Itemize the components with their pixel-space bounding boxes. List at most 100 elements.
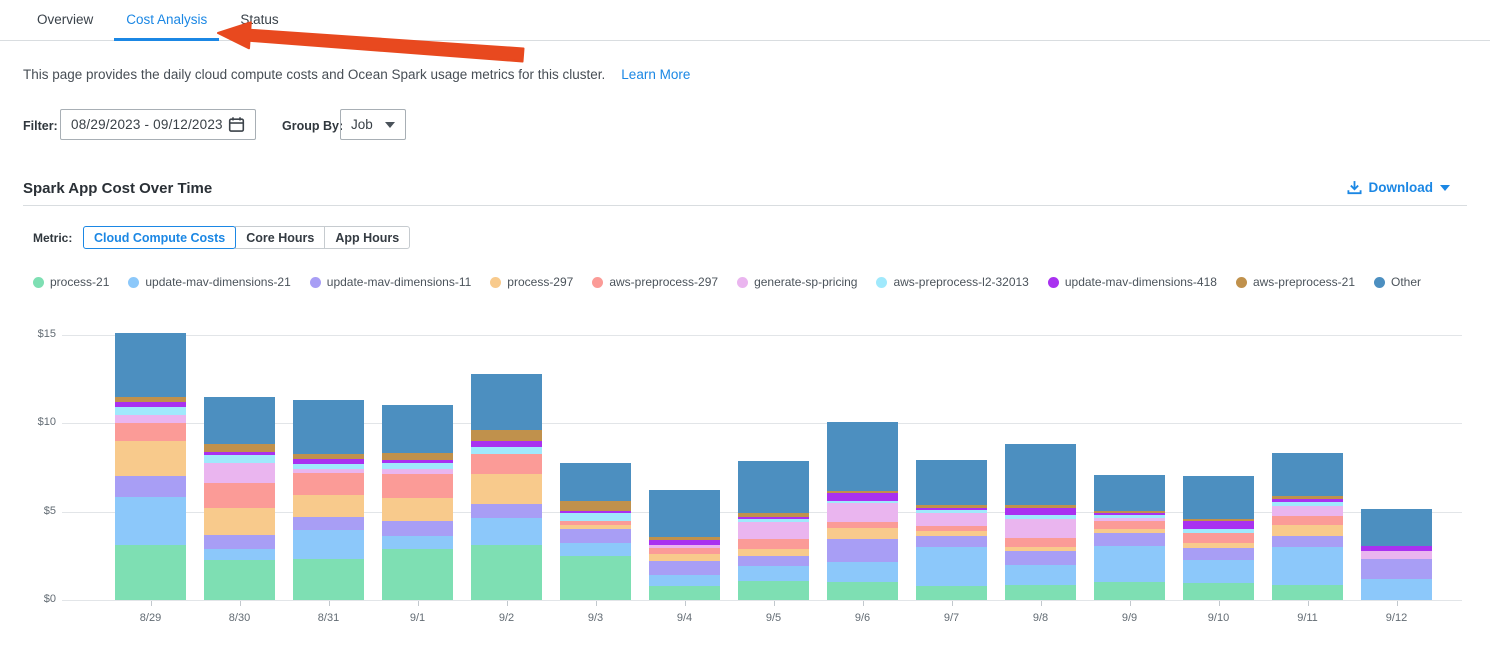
bar-segment-process-297[interactable]: [738, 548, 809, 556]
bar-segment-aws-preprocess-21[interactable]: [293, 454, 364, 459]
bar-segment-aws-preprocess-297[interactable]: [115, 423, 186, 441]
bar-segment-update-mav-dimensions-21[interactable]: [1361, 578, 1432, 600]
legend-item-Other[interactable]: Other: [1374, 275, 1421, 289]
bar-segment-update-mav-dimensions-418[interactable]: [293, 458, 364, 464]
bar-segment-generate-sp-pricing[interactable]: [293, 469, 364, 473]
bar-segment-process-297[interactable]: [1005, 547, 1076, 552]
bar-segment-update-mav-dimensions-418[interactable]: [1183, 521, 1254, 530]
bar-segment-update-mav-dimensions-21[interactable]: [916, 547, 987, 586]
bar-segment-update-mav-dimensions-11[interactable]: [738, 555, 809, 567]
stacked-bar-9/5[interactable]: [738, 461, 809, 600]
bar-segment-update-mav-dimensions-11[interactable]: [1005, 551, 1076, 565]
bar-segment-update-mav-dimensions-418[interactable]: [916, 508, 987, 510]
bar-segment-update-mav-dimensions-11[interactable]: [1183, 547, 1254, 561]
bar-segment-aws-preprocess-21[interactable]: [560, 501, 631, 511]
bar-segment-process-297[interactable]: [1183, 542, 1254, 548]
stacked-bar-9/12[interactable]: [1361, 509, 1432, 600]
bar-segment-Other[interactable]: [1183, 476, 1254, 519]
stacked-bar-9/9[interactable]: [1094, 474, 1165, 600]
bar-segment-aws-preprocess-297[interactable]: [916, 525, 987, 532]
bar-segment-update-mav-dimensions-21[interactable]: [827, 562, 898, 583]
bar-segment-aws-preprocess-21[interactable]: [204, 443, 275, 452]
bar-segment-generate-sp-pricing[interactable]: [1094, 517, 1165, 521]
bar-segment-update-mav-dimensions-418[interactable]: [382, 460, 453, 464]
stacked-bar-9/6[interactable]: [827, 421, 898, 600]
bar-segment-process-297[interactable]: [1094, 529, 1165, 533]
tab-cost-analysis[interactable]: Cost Analysis: [114, 0, 220, 41]
bar-segment-update-mav-dimensions-418[interactable]: [204, 451, 275, 456]
bar-segment-aws-preprocess-297[interactable]: [1005, 538, 1076, 547]
bar-segment-aws-preprocess-21[interactable]: [738, 513, 809, 517]
bar-segment-process-21[interactable]: [471, 545, 542, 600]
bar-segment-aws-preprocess-21[interactable]: [382, 452, 453, 461]
bar-segment-update-mav-dimensions-418[interactable]: [1361, 546, 1432, 552]
bar-segment-update-mav-dimensions-418[interactable]: [649, 539, 720, 546]
bar-segment-aws-preprocess-21[interactable]: [471, 429, 542, 442]
stacked-bar-9/2[interactable]: [471, 373, 542, 600]
bar-segment-generate-sp-pricing[interactable]: [827, 502, 898, 523]
bar-segment-aws-preprocess-l2-32013[interactable]: [471, 447, 542, 455]
bar-segment-Other[interactable]: [382, 404, 453, 453]
bar-segment-generate-sp-pricing[interactable]: [738, 522, 809, 540]
bar-segment-aws-preprocess-l2-32013[interactable]: [560, 513, 631, 522]
bar-segment-aws-preprocess-l2-32013[interactable]: [738, 518, 809, 523]
bar-segment-generate-sp-pricing[interactable]: [1361, 551, 1432, 560]
bar-segment-generate-sp-pricing[interactable]: [649, 545, 720, 548]
bar-segment-process-21[interactable]: [1272, 584, 1343, 600]
legend-item-aws-preprocess-l2-32013[interactable]: aws-preprocess-l2-32013: [876, 275, 1029, 289]
stacked-bar-9/4[interactable]: [649, 489, 720, 600]
bar-segment-aws-preprocess-297[interactable]: [1272, 516, 1343, 525]
bar-segment-update-mav-dimensions-418[interactable]: [1005, 508, 1076, 516]
bar-segment-update-mav-dimensions-21[interactable]: [1005, 564, 1076, 585]
download-button[interactable]: Download: [1346, 180, 1450, 195]
bar-segment-Other[interactable]: [1272, 453, 1343, 496]
bar-segment-update-mav-dimensions-11[interactable]: [916, 536, 987, 547]
bar-segment-process-21[interactable]: [649, 585, 720, 600]
bar-segment-aws-preprocess-l2-32013[interactable]: [1183, 529, 1254, 533]
bar-segment-update-mav-dimensions-21[interactable]: [1272, 547, 1343, 585]
bar-segment-aws-preprocess-l2-32013[interactable]: [204, 455, 275, 464]
bar-segment-generate-sp-pricing[interactable]: [204, 463, 275, 483]
bar-segment-Other[interactable]: [916, 459, 987, 505]
bar-segment-update-mav-dimensions-11[interactable]: [1361, 559, 1432, 579]
bar-segment-generate-sp-pricing[interactable]: [382, 469, 453, 474]
stacked-bar-8/31[interactable]: [293, 399, 364, 600]
bar-segment-aws-preprocess-l2-32013[interactable]: [1005, 515, 1076, 519]
bar-segment-process-297[interactable]: [382, 497, 453, 522]
legend-item-process-21[interactable]: process-21: [33, 275, 109, 289]
bar-segment-aws-preprocess-21[interactable]: [916, 504, 987, 509]
bar-segment-Other[interactable]: [204, 396, 275, 444]
bar-segment-aws-preprocess-l2-32013[interactable]: [382, 463, 453, 470]
bar-segment-Other[interactable]: [1361, 509, 1432, 547]
bar-segment-update-mav-dimensions-11[interactable]: [382, 521, 453, 537]
bar-segment-update-mav-dimensions-11[interactable]: [204, 534, 275, 549]
bar-segment-update-mav-dimensions-21[interactable]: [115, 496, 186, 546]
bar-segment-update-mav-dimensions-418[interactable]: [738, 516, 809, 519]
bar-segment-generate-sp-pricing[interactable]: [1005, 518, 1076, 539]
bar-segment-aws-preprocess-21[interactable]: [649, 537, 720, 540]
bar-segment-Other[interactable]: [293, 399, 364, 455]
legend-item-update-mav-dimensions-11[interactable]: update-mav-dimensions-11: [309, 275, 471, 289]
bar-segment-process-297[interactable]: [649, 554, 720, 562]
bar-segment-process-21[interactable]: [738, 581, 809, 600]
legend-item-update-mav-dimensions-418[interactable]: update-mav-dimensions-418: [1047, 275, 1217, 289]
bar-segment-process-297[interactable]: [1272, 524, 1343, 536]
bar-segment-generate-sp-pricing[interactable]: [916, 513, 987, 526]
bar-segment-Other[interactable]: [738, 461, 809, 514]
bar-segment-aws-preprocess-21[interactable]: [115, 396, 186, 403]
bar-segment-aws-preprocess-297[interactable]: [827, 522, 898, 529]
bar-segment-aws-preprocess-297[interactable]: [560, 521, 631, 525]
bar-segment-update-mav-dimensions-418[interactable]: [1094, 513, 1165, 516]
learn-more-link[interactable]: Learn More: [621, 67, 691, 82]
bar-segment-process-21[interactable]: [1183, 583, 1254, 600]
bar-segment-process-21[interactable]: [115, 545, 186, 600]
bar-segment-Other[interactable]: [827, 421, 898, 491]
bar-segment-process-297[interactable]: [471, 473, 542, 504]
stacked-bar-9/8[interactable]: [1005, 443, 1076, 600]
bar-segment-update-mav-dimensions-21[interactable]: [293, 530, 364, 560]
legend-item-process-297[interactable]: process-297: [490, 275, 573, 289]
bar-segment-Other[interactable]: [1005, 443, 1076, 505]
bar-segment-aws-preprocess-21[interactable]: [827, 490, 898, 494]
bar-segment-Other[interactable]: [1094, 474, 1165, 511]
bar-segment-update-mav-dimensions-418[interactable]: [1272, 499, 1343, 502]
